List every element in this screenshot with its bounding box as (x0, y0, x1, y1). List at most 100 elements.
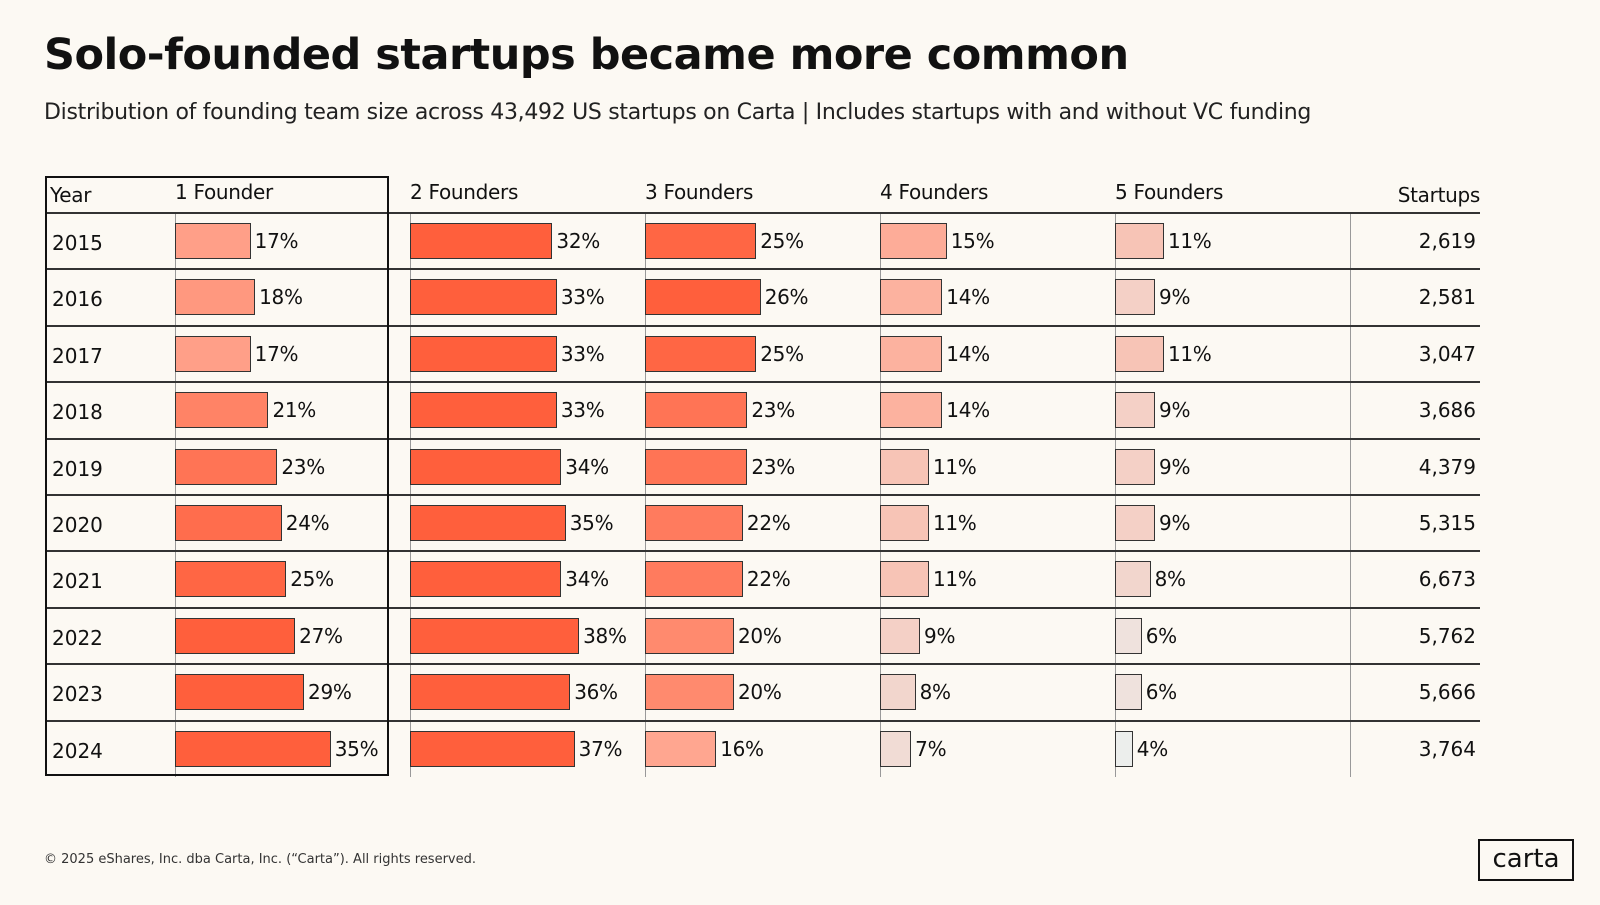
value-label: 11% (932, 511, 977, 535)
value-label: 29% (308, 680, 352, 705)
bar-5-founder (1115, 561, 1151, 598)
startup-count: 5,315 (1418, 511, 1476, 535)
bar-5-founder (1115, 505, 1156, 541)
bar-1-founder (175, 561, 287, 598)
bar-3-founder (645, 279, 761, 316)
startup-count: 2,619 (1418, 229, 1476, 253)
value-label: 17% (254, 229, 299, 253)
bar-2-founder (410, 730, 575, 767)
highlight-box (45, 176, 389, 776)
bar-3-founder (645, 674, 734, 711)
value-label: 25% (760, 341, 804, 366)
bar-4-founder (880, 448, 929, 485)
startup-count: 2,581 (1418, 285, 1476, 310)
copyright-footer: © 2025 eShares, Inc. dba Carta, Inc. (“C… (44, 852, 477, 867)
year-label: 2021 (52, 569, 103, 594)
bar-1-founder (175, 279, 256, 316)
bar-2-founder (410, 617, 580, 654)
year-label: 2016 (52, 287, 103, 312)
year-label: 2020 (52, 513, 103, 537)
startup-count: 3,764 (1418, 736, 1476, 761)
bar-3-founder (645, 392, 748, 429)
row-divider (45, 550, 1480, 553)
value-label: 20% (738, 623, 782, 648)
bar-4-founder (880, 279, 943, 316)
bar-1-founder (175, 448, 278, 485)
value-label: 20% (738, 680, 782, 705)
bar-4-founder (880, 674, 916, 711)
value-label: 8% (1154, 567, 1186, 592)
column-header: Year (50, 183, 92, 207)
value-label: 11% (1167, 229, 1212, 253)
chart-title: Solo-founded startups became more common (44, 30, 1129, 80)
row-divider (45, 324, 1480, 327)
bar-4-founder (880, 730, 912, 767)
column-header: 3 Founders (645, 180, 754, 204)
value-label: 25% (290, 567, 334, 592)
bar-4-founder (880, 617, 921, 654)
startup-count: 3,686 (1418, 398, 1476, 423)
bar-1-founder (175, 335, 251, 372)
bar-4-founder (880, 505, 929, 541)
year-label: 2017 (52, 343, 103, 368)
bar-1-founder (175, 392, 269, 429)
value-label: 8% (919, 680, 951, 705)
year-label: 2019 (52, 456, 103, 481)
value-label: 37% (578, 736, 623, 761)
year-label: 2018 (52, 400, 103, 425)
bar-2-founder (410, 448, 562, 485)
value-label: 6% (1145, 680, 1177, 705)
value-label: 36% (574, 680, 618, 705)
bar-2-founder (410, 674, 571, 711)
startup-count: 5,666 (1418, 680, 1476, 705)
value-label: 33% (560, 285, 605, 310)
bar-3-founder (645, 505, 743, 541)
bar-4-founder (880, 392, 943, 429)
bar-3-founder (645, 223, 757, 259)
bar-1-founder (175, 505, 282, 541)
year-label: 2023 (52, 682, 103, 707)
value-label: 23% (281, 454, 325, 479)
column-header: Startups (1397, 183, 1481, 207)
bar-3-founder (645, 561, 743, 598)
value-label: 33% (560, 341, 605, 366)
bar-5-founder (1115, 223, 1164, 259)
value-label: 22% (746, 511, 791, 535)
value-label: 14% (946, 285, 990, 310)
bar-1-founder (175, 617, 296, 654)
value-label: 38% (583, 623, 627, 648)
value-label: 33% (560, 398, 605, 423)
value-label: 11% (932, 454, 977, 479)
bar-2-founder (410, 279, 557, 316)
startup-count: 3,047 (1418, 341, 1476, 366)
column-header: 4 Founders (880, 180, 989, 204)
value-label: 34% (565, 567, 609, 592)
value-label: 9% (1159, 511, 1191, 535)
carta-logo: carta (1478, 839, 1574, 881)
value-label: 11% (1167, 341, 1212, 366)
value-label: 11% (932, 567, 977, 592)
bar-2-founder (410, 335, 557, 372)
row-divider (45, 606, 1480, 609)
value-label: 14% (946, 398, 990, 423)
bar-5-founder (1115, 335, 1164, 372)
year-label: 2015 (52, 231, 103, 255)
column-header: 2 Founders (410, 180, 519, 204)
value-label: 24% (285, 511, 330, 535)
value-label: 9% (924, 623, 956, 648)
row-divider (45, 719, 1480, 722)
value-label: 4% (1136, 736, 1168, 761)
value-label: 34% (565, 454, 609, 479)
value-label: 23% (751, 454, 795, 479)
value-label: 21% (272, 398, 316, 423)
value-label: 9% (1159, 398, 1191, 423)
year-label: 2022 (52, 625, 103, 650)
startup-count: 6,673 (1418, 567, 1476, 592)
bar-2-founder (410, 505, 566, 541)
year-label: 2024 (52, 738, 103, 763)
bar-3-founder (645, 617, 734, 654)
bar-4-founder (880, 335, 943, 372)
bar-5-founder (1115, 730, 1133, 767)
bar-1-founder (175, 223, 251, 259)
value-label: 6% (1145, 623, 1177, 648)
